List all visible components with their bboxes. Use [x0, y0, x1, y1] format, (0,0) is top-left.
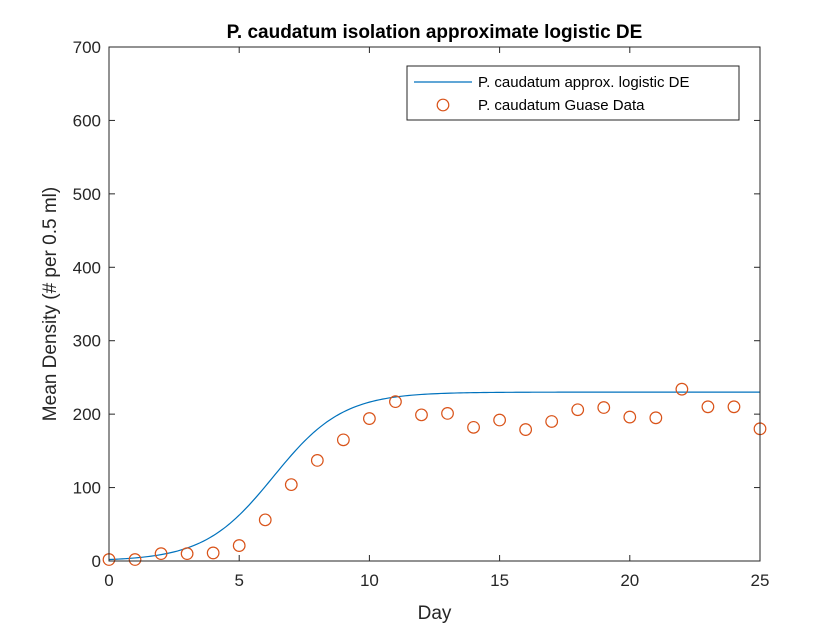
legend-box: [406, 65, 740, 121]
series-line-logistic: [108, 391, 760, 561]
data-point-day-20: [623, 410, 637, 424]
data-point-day-17: [545, 415, 559, 428]
data-point-day-24: [727, 400, 741, 414]
y-tick-label: 300: [73, 332, 101, 351]
data-point-day-18: [571, 403, 585, 417]
data-point-day-6: [258, 513, 272, 527]
y-tick-label: 200: [73, 405, 101, 424]
x-axis-label: Day: [418, 603, 452, 624]
y-tick-label: 100: [73, 479, 101, 498]
y-tick-label: 400: [73, 258, 101, 277]
data-point-day-11: [389, 395, 402, 409]
y-tick-label: 500: [73, 185, 101, 204]
y-axis-label: Mean Density (# per 0.5 ml): [40, 187, 61, 421]
data-point-day-5: [232, 539, 246, 552]
legend-label-model: P. caudatum approx. logistic DE: [478, 74, 690, 91]
chart-title: P. caudatum isolation approximate logist…: [227, 22, 643, 43]
x-tick-label: 5: [234, 571, 243, 590]
data-point-day-1: [128, 553, 142, 566]
data-point-day-4: [206, 546, 220, 560]
y-tick-label: 700: [73, 38, 101, 57]
legend-circle-marker-swatch: [436, 98, 450, 112]
plot-area: [109, 47, 760, 561]
data-point-day-10: [363, 412, 376, 425]
data-point-day-15: [493, 413, 507, 427]
data-point-day-21: [649, 411, 663, 425]
data-point-day-3: [180, 547, 194, 561]
plot-series: [102, 382, 767, 566]
x-tick-label: 20: [620, 571, 639, 590]
x-tick-label: 25: [751, 571, 770, 590]
x-tick-label: 15: [490, 571, 509, 590]
y-tick-label: 0: [92, 552, 101, 571]
legend-label-data: P. caudatum Guase Data: [478, 97, 645, 114]
axes-box: [108, 46, 761, 562]
x-tick-label: 10: [360, 571, 379, 590]
axis-ticks: 0 5 10 15 20 25 0 100 200 300 400 500 600 700: [73, 38, 770, 590]
data-point-day-12: [415, 408, 428, 422]
data-point-day-2: [154, 547, 168, 561]
data-point-day-16: [519, 423, 533, 436]
y-tick-label: 600: [73, 111, 101, 130]
data-point-day-19: [597, 401, 611, 414]
data-point-day-13: [441, 407, 454, 420]
x-tick-label: 0: [104, 571, 113, 590]
data-point-day-22: [675, 382, 689, 396]
data-point-day-8: [310, 454, 324, 467]
data-point-day-9: [336, 433, 350, 447]
data-point-day-7: [284, 478, 298, 492]
legend: P. caudatum approx. logistic DE P. cauda…: [406, 65, 740, 121]
data-point-day-23: [701, 400, 715, 414]
data-point-day-14: [467, 420, 480, 434]
